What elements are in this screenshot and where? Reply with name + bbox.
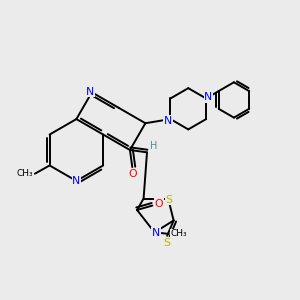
Text: S: S (163, 238, 170, 248)
Text: CH₃: CH₃ (170, 230, 187, 238)
Text: S: S (166, 194, 172, 205)
Text: O: O (154, 199, 163, 209)
Text: CH₃: CH₃ (16, 169, 33, 178)
Text: N: N (152, 228, 160, 238)
Text: N: N (164, 116, 172, 126)
Text: N: N (72, 176, 80, 186)
Text: H: H (150, 141, 157, 151)
Text: N: N (204, 92, 213, 102)
Text: O: O (128, 169, 136, 179)
Text: N: N (86, 87, 94, 97)
